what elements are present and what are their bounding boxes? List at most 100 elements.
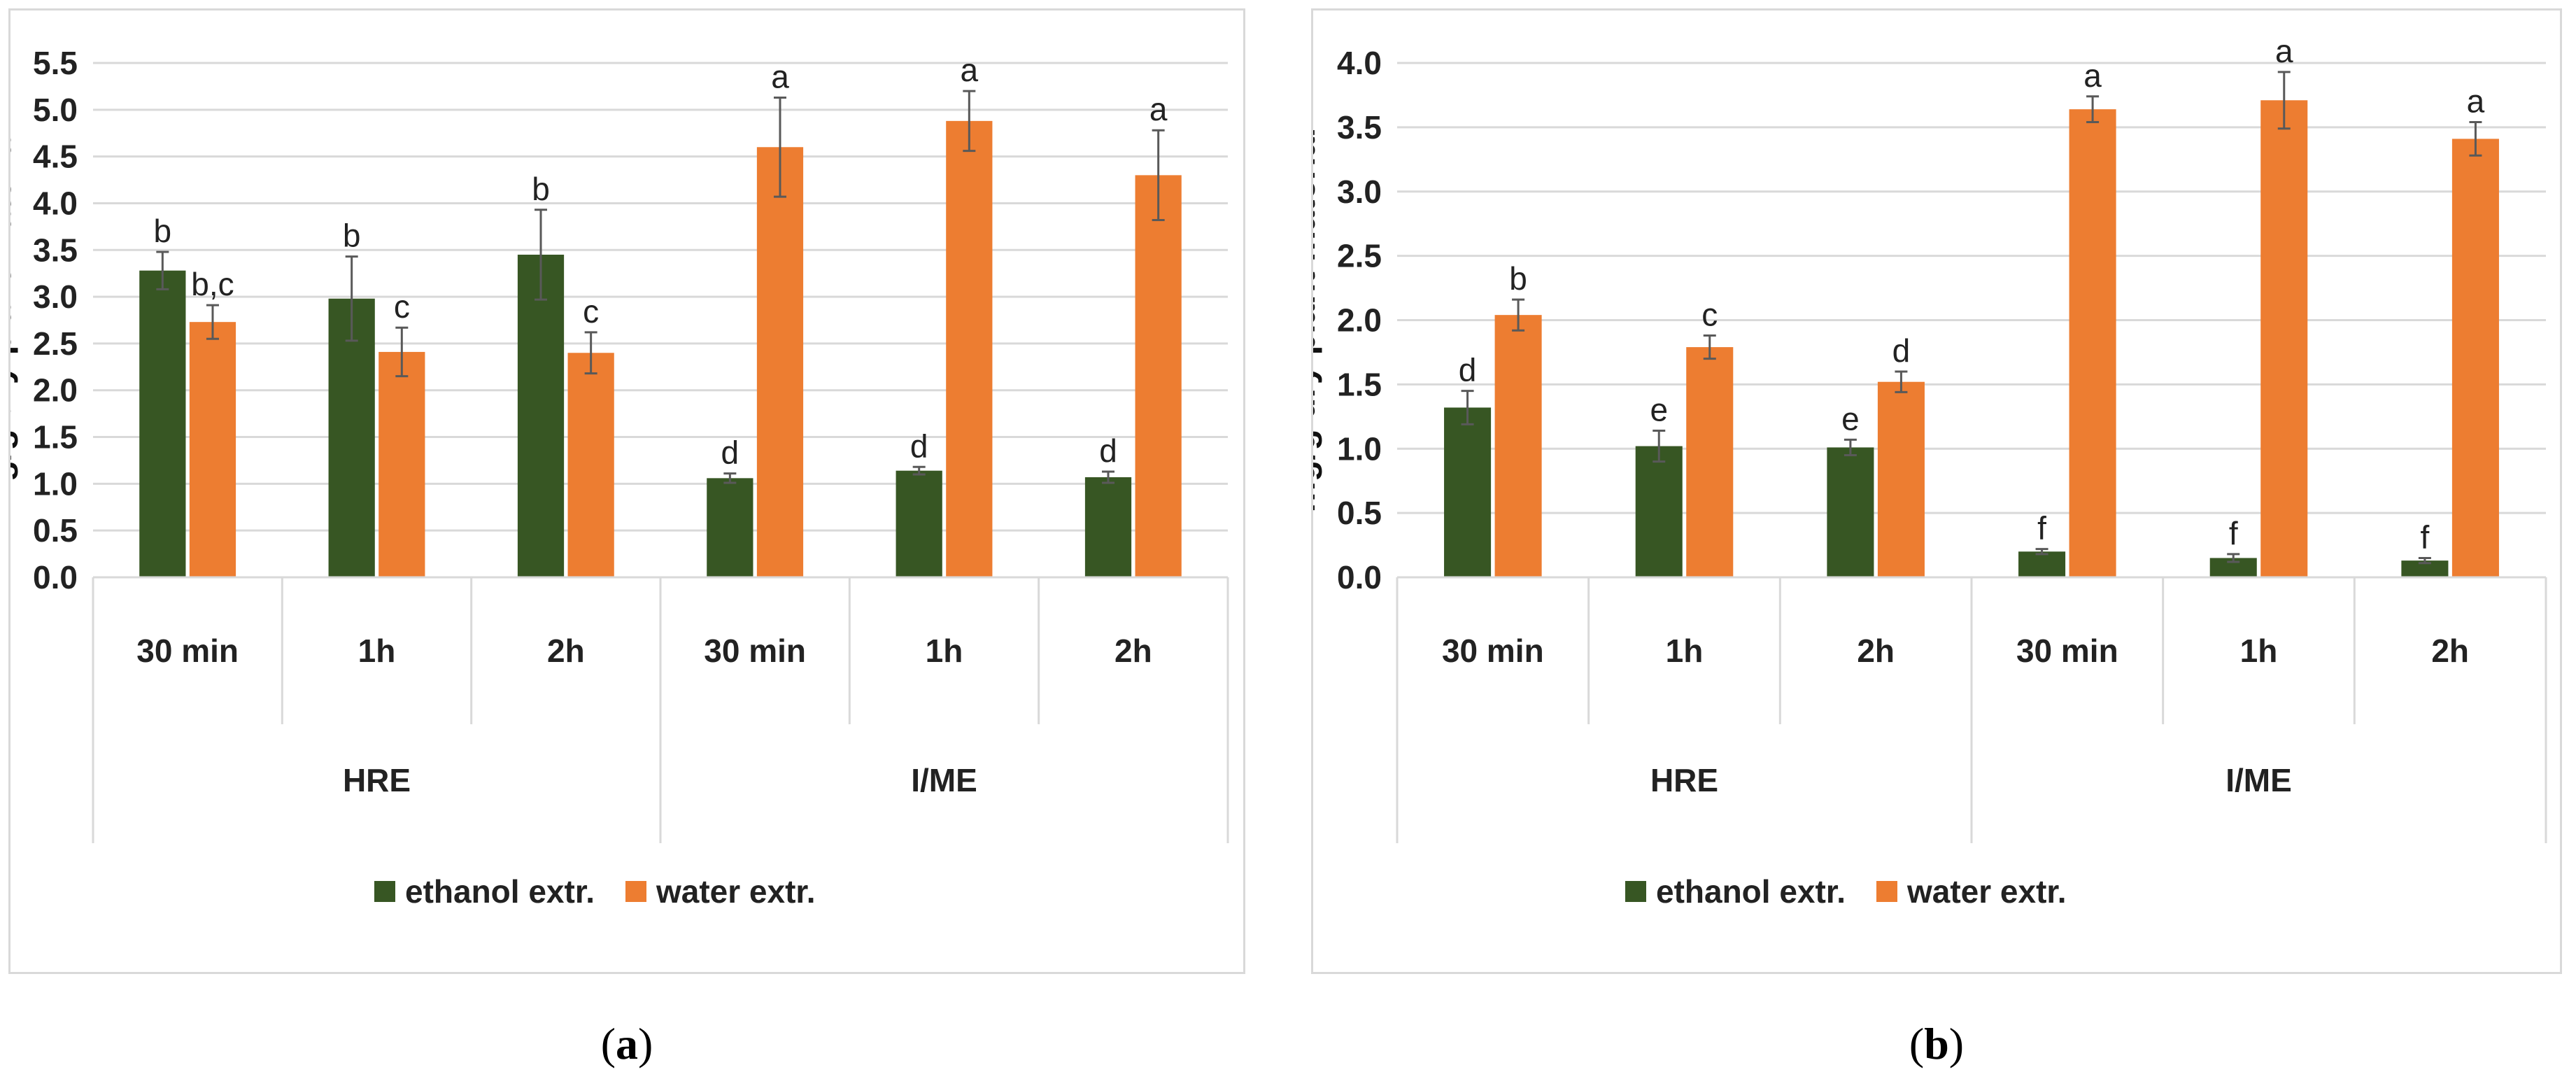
a-ytick-label: 3.5 [33,232,78,268]
b-ytick-label: 4.0 [1337,45,1382,81]
a-bar-ethanol [139,270,186,577]
b-ytick-label: 0.0 [1337,559,1382,595]
b-ytick-label: 3.0 [1337,174,1382,210]
b-bar-water [2260,100,2308,578]
a-significance-letter: b [343,218,361,254]
legend-b-ethanol-label: ethanol extr. [1656,873,1846,910]
chart-b-svg: 0.0 0.5 1.0 1.5 2.0 2.5 3.0 3.5 4.0 mg/g dry plan… [1313,33,2547,843]
a-bar-water [378,351,425,577]
caption-a: (a) [600,1019,653,1069]
a-significance-letter: c [394,288,410,325]
caption-b: (b) [1909,1019,1965,1069]
legend-a-water-swatch [625,881,646,902]
a-bar-ethanol [328,298,375,577]
legend-a-ethanol-label: ethanol extr. [405,873,595,910]
legend-b-ethanol: ethanol extr. [1625,873,1846,910]
b-bar-water [1877,381,1925,577]
b-bar-water [2069,109,2116,577]
legend-b-water-swatch [1876,881,1897,902]
a-significance-letter: c [583,293,599,330]
b-xtick-label: 30 min [2016,633,2118,669]
a-ytick-label: 2.5 [33,325,78,362]
b-significance-letter: e [1841,400,1860,437]
a-ylabel: mg/g dry plant material [10,127,18,512]
a-group-label: HRE [343,762,411,798]
b-ytick-label: 2.5 [1337,238,1382,274]
a-ytick-label: 1.0 [33,465,78,502]
b-significance-letter: e [1650,392,1668,428]
b-ytick-label: 3.5 [1337,109,1382,146]
a-xtick-label: 30 min [136,633,239,669]
a-xtick-label: 30 min [704,633,806,669]
a-bar-water [567,353,614,577]
b-significance-letter: b [1509,260,1527,297]
legend-b-water: water extr. [1876,873,2067,910]
a-ytick-label: 3.0 [33,278,78,315]
a-bar-ethanol [517,254,565,577]
chart-panel-a: 0.0 0.5 1.0 1.5 2.0 2.5 3.0 3.5 4.0 4.5 5.0 5.5 mg/g… [8,8,1245,974]
a-bar-ethanol [1084,477,1132,577]
a-significance-letter: b [154,213,172,249]
b-significance-letter: d [1459,352,1477,388]
a-xtick-label: 2h [547,633,585,669]
b-significance-letter: d [1892,332,1911,369]
a-bar-water [1135,175,1182,577]
b-bar-ethanol [1635,446,1683,577]
b-xtick-label: 30 min [1442,633,1544,669]
legend-a: ethanol extr. water extr. [374,873,847,910]
caption-a-letter: a [616,1019,638,1069]
a-bar-water [946,120,993,577]
a-significance-letter: d [910,428,928,464]
b-significance-letter: f [2229,515,2238,551]
b-ytick-label: 1.5 [1337,366,1382,402]
b-ylabel: mg/g dry plant material [1313,127,1322,512]
a-bar-ethanol [707,478,753,577]
a-bar-water [189,322,236,577]
b-bar-water [2451,139,2499,578]
b-bar-ethanol [2401,560,2449,577]
a-significance-letter: b,c [191,266,234,302]
b-xtick-label: 2h [1857,633,1895,669]
b-significance-letter: f [2421,519,2430,555]
a-xtick-label: 1h [358,633,396,669]
b-xtick-label: 1h [2240,633,2278,669]
b-significance-letter: a [2467,83,2485,120]
a-significance-letter: d [721,435,739,471]
a-significance-letter: b [532,171,550,207]
chart-panel-b: 0.0 0.5 1.0 1.5 2.0 2.5 3.0 3.5 4.0 mg/g dry plan… [1311,8,2562,974]
a-significance-letter: a [771,58,789,94]
legend-b: ethanol extr. water extr. [1625,873,2097,910]
a-ytick-label: 1.5 [33,419,78,456]
b-bar-ethanol [1444,407,1492,577]
b-group-label: HRE [1650,762,1718,798]
b-bar-water [1494,315,1542,577]
legend-a-water-label: water extr. [656,873,816,910]
legend-a-water: water extr. [625,873,816,910]
b-bar-water [1686,347,1734,577]
b-ytick-label: 1.0 [1337,430,1382,467]
b-significance-letter: a [2275,33,2293,69]
legend-b-water-label: water extr. [1906,873,2067,910]
b-significance-letter: f [2037,510,2046,546]
caption-b-letter: b [1924,1019,1949,1069]
a-xtick-label: 2h [1114,633,1152,669]
a-xtick-label: 1h [926,633,963,669]
a-ytick-label: 4.0 [33,185,78,221]
legend-b-ethanol-swatch [1625,881,1646,902]
a-ytick-label: 0.0 [33,559,78,595]
a-group-label: I/ME [911,762,977,798]
b-significance-letter: c [1701,297,1718,333]
a-ytick-label: 5.5 [33,45,78,81]
a-ytick-label: 4.5 [33,139,78,175]
b-significance-letter: a [2083,57,2102,94]
legend-a-ethanol: ethanol extr. [374,873,595,910]
b-xtick-label: 2h [2431,633,2469,669]
a-significance-letter: a [961,52,979,88]
a-significance-letter: a [1149,91,1168,127]
a-ytick-label: 0.5 [33,512,78,549]
a-bar-water [756,147,804,578]
legend-a-ethanol-swatch [374,881,395,902]
a-bar-ethanol [896,470,942,577]
b-bar-ethanol [2018,551,2066,577]
b-group-label: I/ME [2225,762,2292,798]
